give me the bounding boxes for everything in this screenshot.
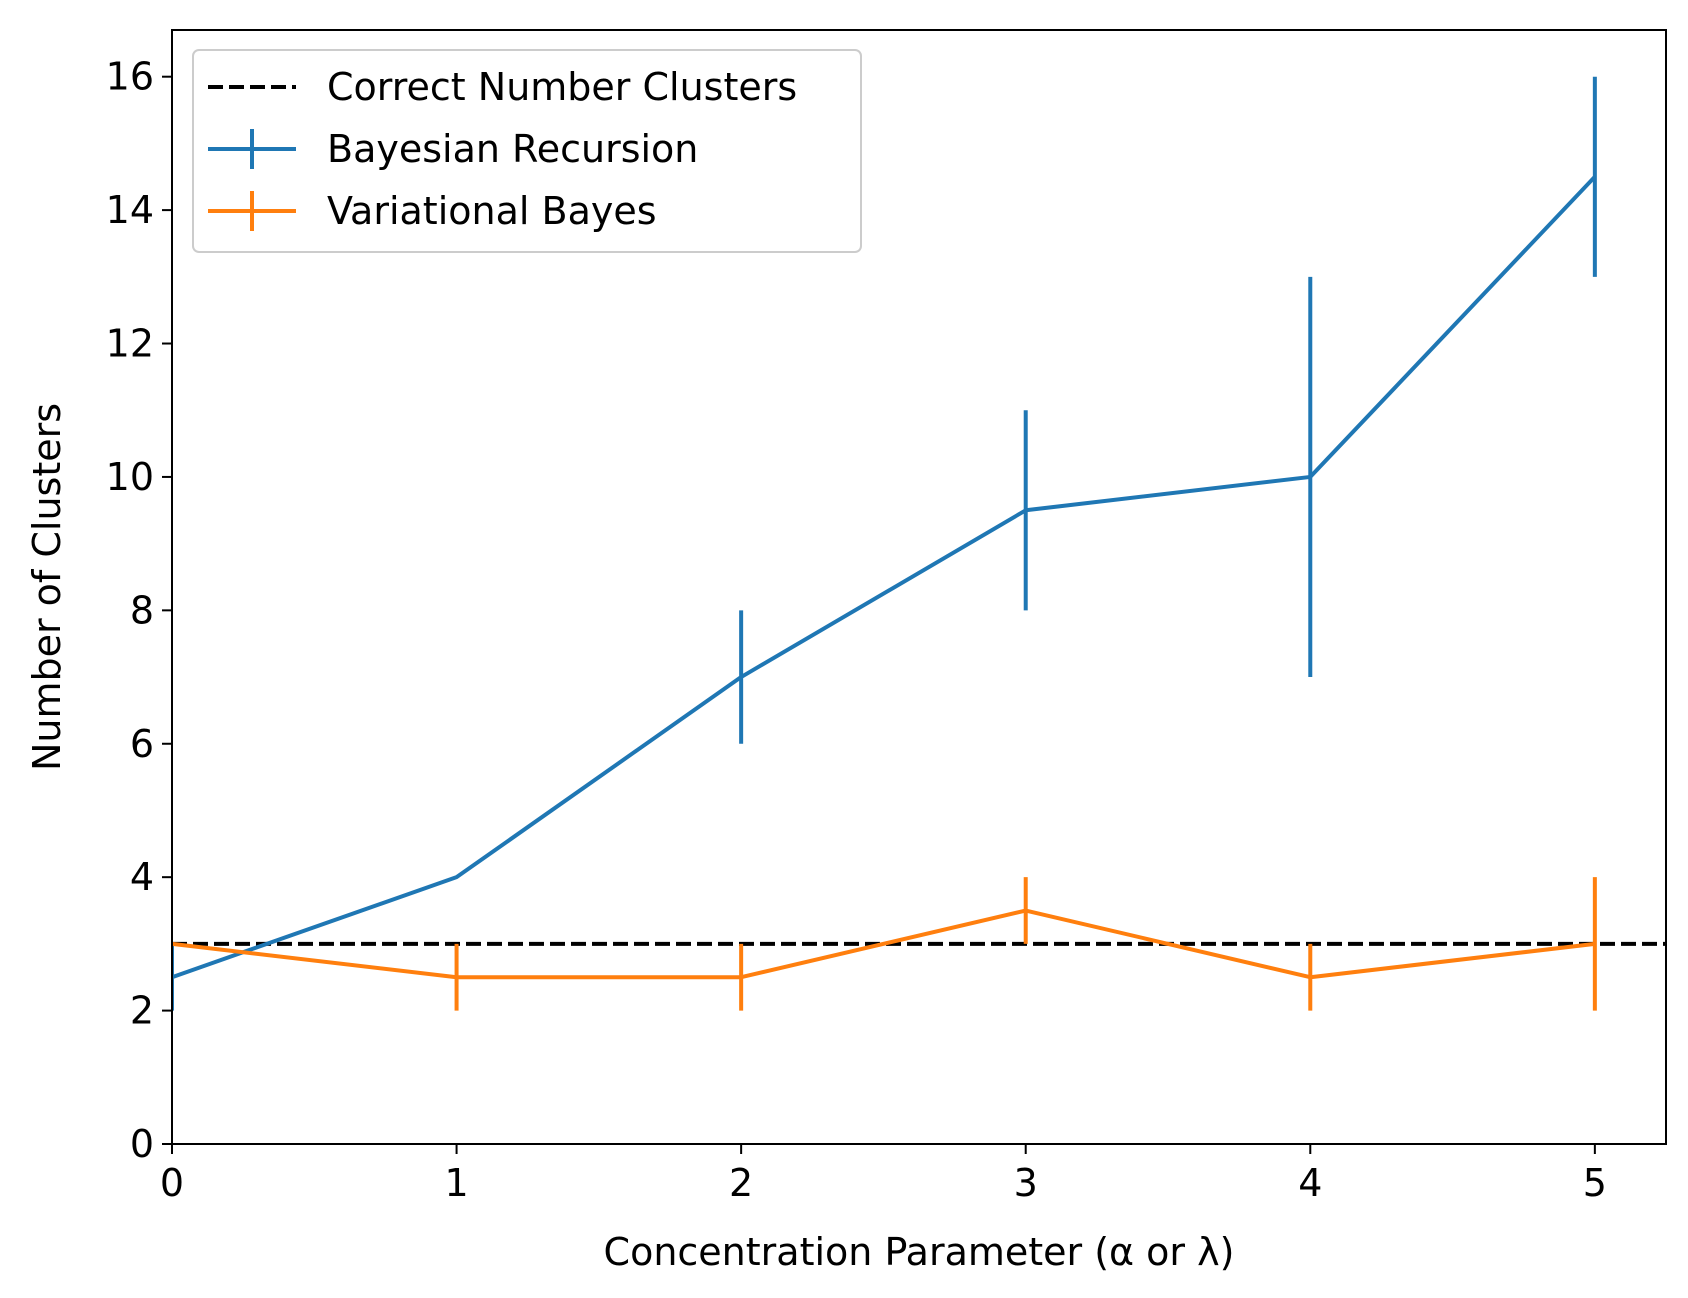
x-tick-label: 4 bbox=[1298, 1161, 1322, 1205]
legend-label-bayesian-recursion: Bayesian Recursion bbox=[327, 127, 698, 171]
legend-label-variational-bayes: Variational Bayes bbox=[327, 189, 657, 233]
y-tick-label: 12 bbox=[106, 322, 154, 366]
y-axis-label: Number of Clusters bbox=[25, 403, 69, 771]
y-tick-label: 8 bbox=[130, 588, 154, 632]
y-tick-label: 14 bbox=[106, 188, 154, 232]
series-line-variational-bayes bbox=[172, 908, 1596, 980]
y-tick-label: 16 bbox=[106, 55, 154, 99]
y-tick-label: 0 bbox=[130, 1122, 154, 1166]
y-tick-label: 10 bbox=[106, 455, 154, 499]
y-tick-label: 4 bbox=[130, 855, 154, 899]
x-tick-label: 3 bbox=[1014, 1161, 1038, 1205]
plot-area bbox=[172, 76, 1666, 1011]
x-tick-label: 1 bbox=[444, 1161, 468, 1205]
x-axis-label: Concentration Parameter (α or λ) bbox=[604, 1230, 1235, 1274]
series-line-bayesian-recursion bbox=[172, 175, 1597, 980]
plot-frame bbox=[171, 29, 1667, 1145]
x-tick-label: 0 bbox=[160, 1161, 184, 1205]
legend-frame bbox=[192, 49, 862, 253]
x-tick-label: 2 bbox=[729, 1161, 753, 1205]
y-tick-label: 2 bbox=[130, 989, 154, 1033]
y-tick-label: 6 bbox=[130, 722, 154, 766]
x-tick-label: 5 bbox=[1583, 1161, 1607, 1205]
legend: Correct Number Clusters Bayesian Recursi… bbox=[192, 49, 862, 253]
legend-label-correct-number-clusters: Correct Number Clusters bbox=[327, 65, 797, 109]
